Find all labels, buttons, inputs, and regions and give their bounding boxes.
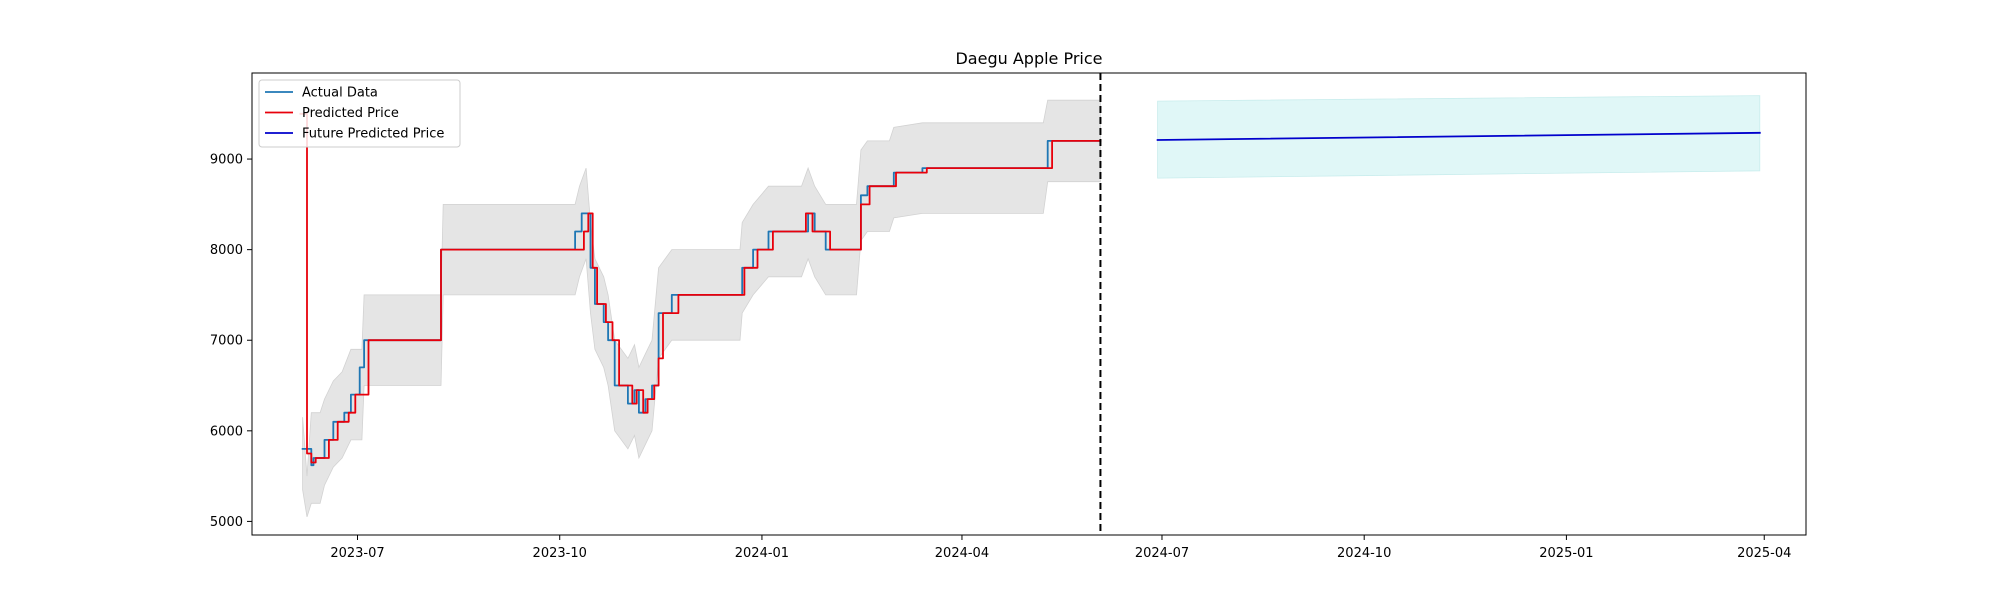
chart-title: Daegu Apple Price — [955, 49, 1102, 68]
legend-label: Future Predicted Price — [302, 127, 444, 142]
plot-content — [299, 73, 1761, 535]
x-tick-label: 2024-07 — [1135, 546, 1189, 561]
legend: Actual Data Predicted Price Future Predict… — [258, 79, 461, 148]
plot-frame — [251, 72, 1807, 536]
x-tick-label: 2023-07 — [330, 546, 384, 561]
legend-label: Predicted Price — [302, 106, 399, 121]
x-tick-label: 2025-04 — [1737, 546, 1791, 561]
x-tick-label: 2024-10 — [1337, 546, 1391, 561]
axes: 2023-07 2023-10 2024-01 2024-04 2024-07 2024-… — [210, 72, 1807, 561]
y-tick-label: 9000 — [210, 153, 243, 168]
legend-box — [258, 79, 461, 148]
x-tick-label: 2025-01 — [1539, 546, 1593, 561]
y-tick-label: 7000 — [210, 334, 243, 349]
x-tick-label: 2023-10 — [533, 546, 587, 561]
confidence-band-1 — [302, 99, 1101, 518]
x-tick-label: 2024-01 — [735, 546, 789, 561]
series-line-3 — [1156, 131, 1761, 141]
plot-area — [299, 73, 1761, 535]
y-tick-label: 8000 — [210, 243, 243, 258]
y-tick-label: 6000 — [210, 424, 243, 439]
x-tick-label: 2024-04 — [935, 546, 989, 561]
y-tick-label: 5000 — [210, 515, 243, 530]
series-line-2 — [299, 112, 1102, 464]
legend-label: Actual Data — [302, 86, 378, 101]
